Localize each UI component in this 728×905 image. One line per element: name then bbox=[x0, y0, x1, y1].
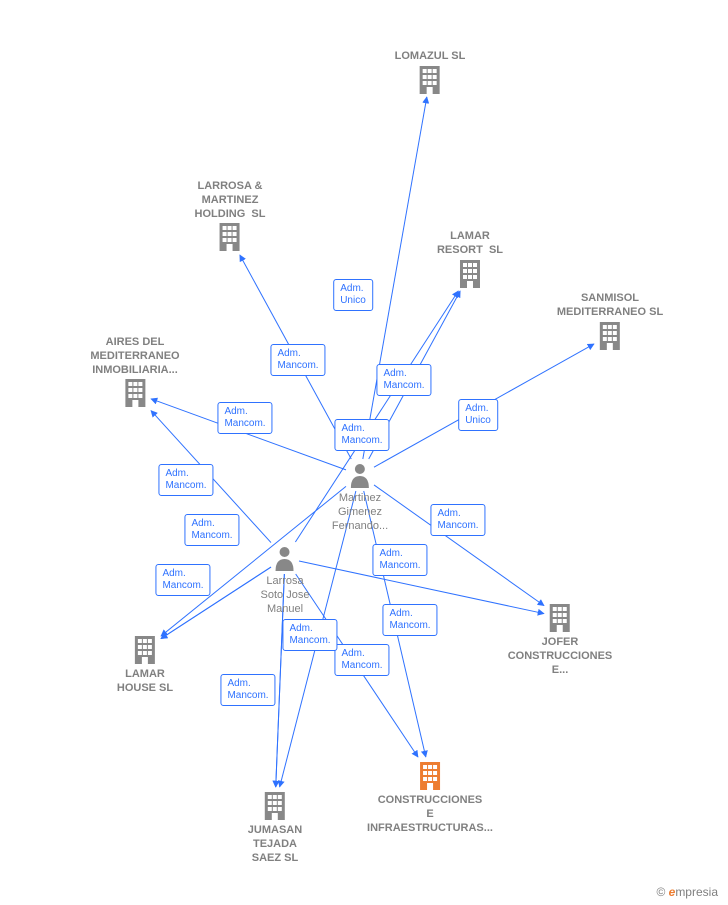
edge-label: Adm. Mancom. bbox=[282, 619, 337, 651]
footer-copyright: © empresia bbox=[656, 885, 718, 899]
edge-label: Adm. Mancom. bbox=[376, 364, 431, 396]
edge-label: Adm. Mancom. bbox=[430, 504, 485, 536]
edge-label: Adm. Unico bbox=[458, 399, 498, 431]
edge-line bbox=[161, 486, 346, 636]
diagram-canvas: Adm. Unico Adm. Mancom. Adm. Unico Adm. Man… bbox=[0, 0, 728, 905]
edge-label: Adm. Mancom. bbox=[220, 674, 275, 706]
edge-label: Adm. Mancom. bbox=[184, 514, 239, 546]
brand-rest: mpresia bbox=[675, 885, 718, 899]
edge-label: Adm. Mancom. bbox=[158, 464, 213, 496]
edges-layer bbox=[0, 0, 728, 905]
edge-label: Adm. Unico bbox=[333, 279, 373, 311]
edge-label: Adm. Mancom. bbox=[372, 544, 427, 576]
edge-label: Adm. Mancom. bbox=[334, 644, 389, 676]
edge-label: Adm. Mancom. bbox=[155, 564, 210, 596]
edge-label: Adm. Mancom. bbox=[382, 604, 437, 636]
copyright-symbol: © bbox=[656, 885, 665, 899]
edge-label: Adm. Mancom. bbox=[334, 419, 389, 451]
edge-label: Adm. Mancom. bbox=[217, 402, 272, 434]
edge-line bbox=[276, 574, 285, 787]
edge-label: Adm. Mancom. bbox=[270, 344, 325, 376]
edge-line bbox=[363, 97, 427, 459]
